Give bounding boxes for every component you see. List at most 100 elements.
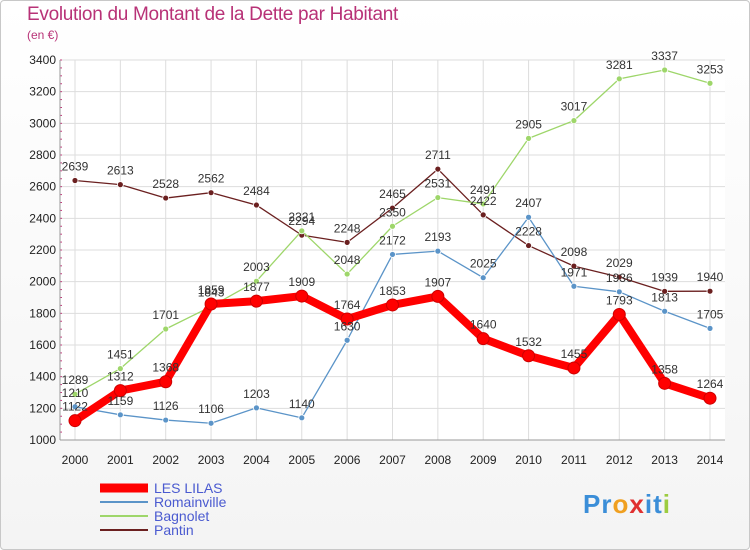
- data-point: [615, 75, 623, 83]
- data-point: [340, 312, 354, 326]
- data-point: [116, 181, 124, 189]
- data-point: [615, 273, 623, 281]
- data-point: [71, 390, 79, 398]
- chart-title: Evolution du Montant de la Dette par Hab…: [27, 4, 398, 25]
- logo-letter: r: [601, 489, 613, 519]
- data-label: 3337: [651, 49, 678, 63]
- x-tick-label: 2004: [243, 453, 270, 467]
- data-point: [431, 289, 445, 303]
- logo-letter: i: [662, 489, 671, 519]
- data-point: [162, 416, 170, 424]
- data-point: [162, 325, 170, 333]
- logo-letter: x: [629, 489, 645, 519]
- data-point: [343, 336, 351, 344]
- proxiti-logo: Proxiti: [583, 489, 671, 520]
- data-label: 1936: [606, 271, 633, 285]
- y-tick-label: 3000: [29, 116, 56, 130]
- data-label: 2639: [62, 159, 89, 173]
- data-point: [162, 194, 170, 202]
- data-point: [207, 419, 215, 427]
- x-tick-label: 2012: [606, 453, 633, 467]
- y-tick-label: 1000: [29, 433, 56, 447]
- data-point: [703, 391, 717, 405]
- data-label: 2172: [379, 233, 406, 247]
- data-label: 1764: [334, 298, 361, 312]
- data-label: 2003: [243, 260, 270, 274]
- x-tick-label: 2014: [697, 453, 724, 467]
- data-label: 2294: [288, 214, 315, 228]
- data-point: [706, 79, 714, 87]
- data-point: [71, 403, 79, 411]
- data-point: [113, 384, 127, 398]
- data-label: 1701: [152, 308, 179, 322]
- data-point: [615, 288, 623, 296]
- data-point: [706, 287, 714, 295]
- data-point: [479, 200, 487, 208]
- data-label: 1630: [334, 319, 361, 333]
- data-label: 1940: [697, 270, 724, 284]
- data-label: 1451: [107, 348, 134, 362]
- data-label: 2350: [379, 205, 406, 219]
- data-label: 1264: [697, 377, 724, 391]
- data-label: 2465: [379, 187, 406, 201]
- data-label: 1203: [243, 387, 270, 401]
- data-label: 2248: [334, 221, 361, 235]
- y-tick-label: 1600: [29, 338, 56, 352]
- data-point: [570, 282, 578, 290]
- data-point: [479, 211, 487, 219]
- data-label: 2491: [470, 183, 497, 197]
- legend-label: Romainville: [154, 494, 227, 510]
- y-tick-label: 2400: [29, 211, 56, 225]
- data-label: 2905: [515, 117, 542, 131]
- logo-letter: o: [612, 489, 630, 519]
- data-label: 1640: [470, 318, 497, 332]
- data-label: 3017: [561, 100, 588, 114]
- data-label: 2193: [425, 230, 452, 244]
- x-tick-label: 2010: [515, 453, 542, 467]
- x-tick-label: 2013: [651, 453, 678, 467]
- data-point: [116, 365, 124, 372]
- data-label: 2407: [515, 196, 542, 210]
- data-label: 2531: [425, 177, 452, 191]
- data-label: 1793: [606, 293, 633, 307]
- data-label: 1159: [107, 394, 133, 408]
- data-label: 1971: [561, 265, 588, 279]
- x-tick-label: 2007: [379, 453, 406, 467]
- data-label: 2321: [288, 210, 315, 224]
- data-label: 1210: [62, 386, 89, 400]
- data-point: [567, 361, 581, 375]
- data-point: [434, 247, 442, 255]
- data-label: 3253: [697, 62, 724, 76]
- data-point: [204, 297, 218, 311]
- data-point: [706, 324, 714, 332]
- x-tick-label: 2000: [62, 453, 89, 467]
- logo-letter: t: [653, 489, 663, 519]
- x-tick-label: 2001: [107, 453, 134, 467]
- logo-letter: i: [644, 489, 654, 519]
- data-label: 2029: [606, 256, 633, 270]
- data-point: [476, 332, 490, 346]
- data-point: [661, 287, 669, 295]
- y-tick-label: 1800: [29, 306, 56, 320]
- data-point: [207, 189, 215, 197]
- x-tick-label: 2005: [288, 453, 315, 467]
- data-point: [295, 289, 309, 303]
- data-point: [68, 414, 82, 428]
- data-point: [386, 298, 399, 312]
- data-point: [661, 307, 669, 315]
- data-point: [253, 201, 260, 209]
- chart-subtitle: (en €): [27, 28, 59, 42]
- x-tick-label: 2006: [334, 453, 361, 467]
- data-point: [525, 134, 532, 142]
- data-label: 1907: [425, 275, 452, 289]
- data-label: 1368: [152, 361, 179, 375]
- data-label: 1877: [243, 280, 270, 294]
- data-point: [525, 242, 532, 249]
- data-point: [71, 177, 79, 184]
- data-label: 2098: [561, 245, 588, 259]
- y-tick-label: 2800: [29, 148, 56, 162]
- data-point: [434, 194, 442, 201]
- data-point: [389, 222, 396, 230]
- data-label: 2422: [470, 194, 497, 208]
- data-point: [525, 213, 532, 221]
